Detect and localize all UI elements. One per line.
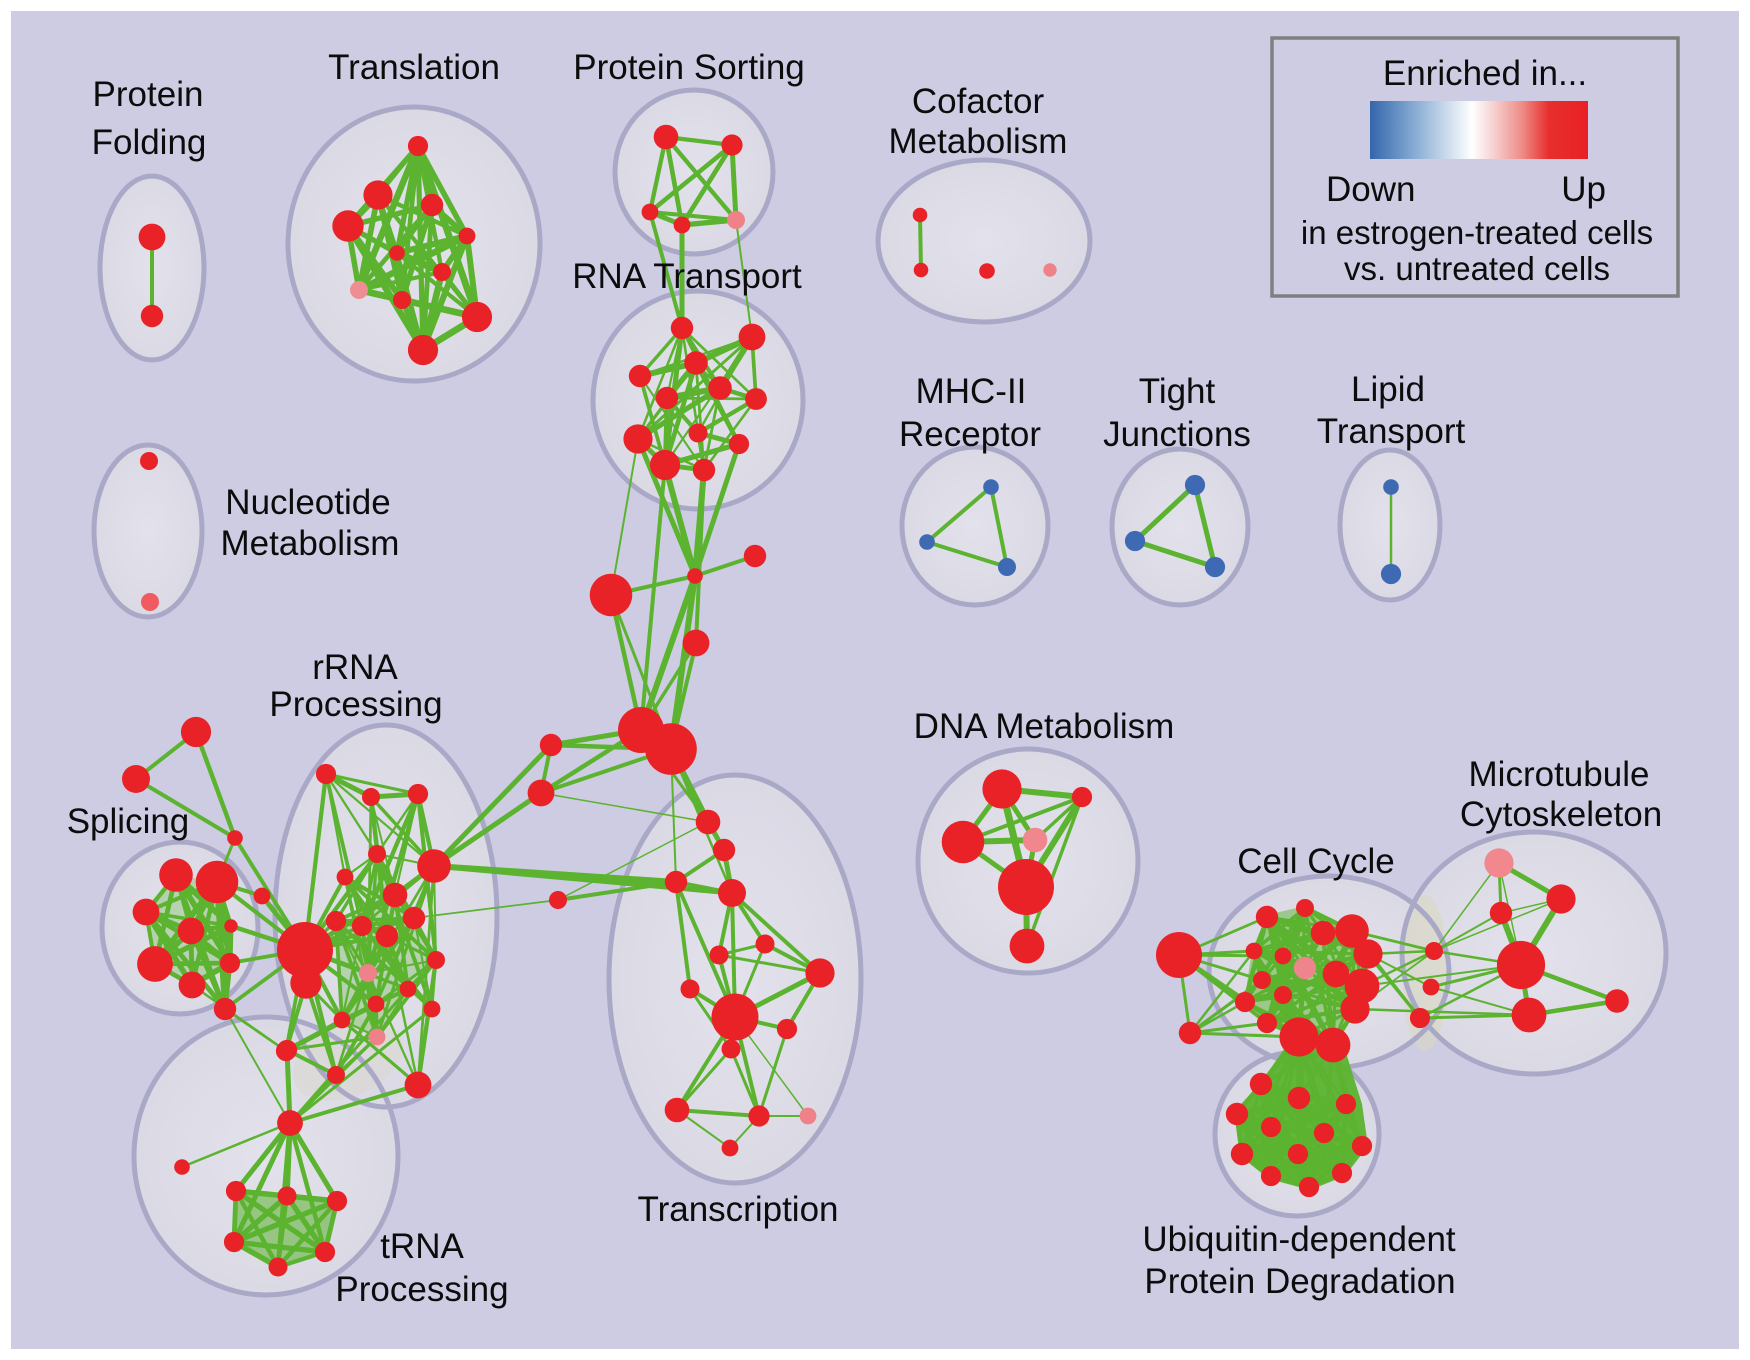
- svg-text:Processing: Processing: [335, 1270, 508, 1309]
- svg-text:Tight: Tight: [1139, 372, 1216, 411]
- svg-text:Ubiquitin-dependent: Ubiquitin-dependent: [1142, 1220, 1456, 1259]
- svg-text:Cell Cycle: Cell Cycle: [1237, 842, 1395, 881]
- svg-text:Transcription: Transcription: [638, 1190, 839, 1229]
- svg-text:Up: Up: [1561, 170, 1606, 209]
- svg-text:Protein Sorting: Protein Sorting: [573, 48, 805, 87]
- svg-text:Cofactor: Cofactor: [912, 82, 1045, 121]
- svg-text:Cytoskeleton: Cytoskeleton: [1460, 795, 1662, 834]
- svg-text:Enriched in...: Enriched in...: [1383, 54, 1587, 93]
- svg-text:Junctions: Junctions: [1103, 415, 1251, 454]
- svg-text:vs. untreated cells: vs. untreated cells: [1344, 250, 1610, 287]
- svg-text:Processing: Processing: [269, 685, 442, 724]
- svg-text:Protein Degradation: Protein Degradation: [1144, 1262, 1455, 1301]
- svg-text:Nucleotide: Nucleotide: [225, 483, 390, 522]
- svg-text:Translation: Translation: [328, 48, 500, 87]
- svg-text:Folding: Folding: [92, 123, 207, 162]
- svg-text:tRNA: tRNA: [380, 1227, 464, 1266]
- svg-text:Metabolism: Metabolism: [889, 122, 1068, 161]
- svg-text:Transport: Transport: [1317, 412, 1466, 451]
- svg-text:DNA Metabolism: DNA Metabolism: [914, 707, 1175, 746]
- svg-text:Down: Down: [1326, 170, 1415, 209]
- svg-text:Receptor: Receptor: [899, 415, 1041, 454]
- svg-text:in estrogen-treated cells: in estrogen-treated cells: [1301, 214, 1653, 251]
- svg-text:Lipid: Lipid: [1351, 370, 1425, 409]
- svg-text:Microtubule: Microtubule: [1469, 755, 1650, 794]
- svg-text:rRNA: rRNA: [312, 648, 398, 687]
- svg-text:Protein: Protein: [93, 75, 204, 114]
- svg-text:RNA Transport: RNA Transport: [572, 257, 802, 296]
- svg-text:MHC-II: MHC-II: [916, 372, 1027, 411]
- svg-text:Splicing: Splicing: [67, 802, 190, 841]
- svg-text:Metabolism: Metabolism: [221, 524, 400, 563]
